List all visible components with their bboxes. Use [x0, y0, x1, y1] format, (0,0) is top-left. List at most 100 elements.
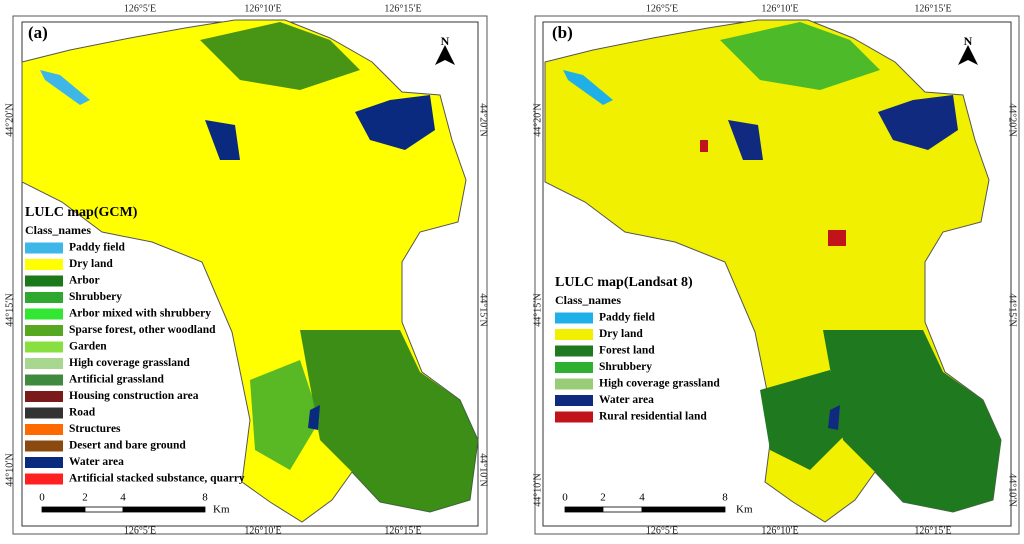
legend-item: Paddy field [69, 242, 126, 254]
scale-label: 2 [600, 492, 606, 504]
forest-patch [300, 330, 478, 512]
left-tick-label: 44°20′N [4, 103, 15, 136]
scale-bar-segment [641, 506, 726, 513]
legend-item: Arbor mixed with shrubbery [69, 308, 211, 320]
scale-bar-segment [602, 506, 643, 513]
top-tick-label: 126°15′E [384, 3, 421, 14]
left-tick-label: 44°15′N [532, 293, 543, 326]
legend-swatch [25, 308, 63, 320]
legend-item: Road [69, 407, 96, 419]
top-tick-label: 126°10′E [244, 3, 281, 14]
north-arrow [958, 45, 978, 65]
legend-swatch [555, 312, 593, 324]
top-tick-label: 126°5′E [124, 3, 156, 14]
scale-label: 4 [120, 492, 126, 504]
legend-item: Water area [69, 456, 124, 468]
water [205, 120, 240, 160]
right-tick-label: 44°15′N [478, 293, 489, 326]
water [308, 405, 320, 430]
legend-swatch [25, 275, 63, 287]
panel-label: (b) [552, 23, 573, 42]
bottom-tick-label: 126°15′E [914, 525, 951, 536]
legend-swatch [25, 440, 63, 452]
legend-item: Dry land [599, 328, 643, 340]
legend-item: Structures [69, 423, 121, 435]
legend-swatch [25, 259, 63, 270]
legend-swatch [555, 329, 593, 340]
legend-item: Dry land [69, 258, 113, 270]
legend-swatch [555, 362, 593, 373]
residential [828, 230, 846, 246]
legend-swatch [555, 378, 593, 390]
legend-item: High coverage grassland [599, 378, 720, 390]
forest-patch [760, 370, 850, 470]
legend-swatch [25, 292, 63, 303]
legend-swatch [25, 473, 63, 485]
legend-item: Sparse forest, other woodland [69, 324, 216, 336]
forest-patch [720, 22, 880, 90]
scale-bar-segment [122, 506, 206, 513]
legend-swatch [25, 424, 63, 435]
paddy [40, 70, 90, 105]
scale-label: 8 [722, 492, 728, 504]
legend-title: LULC map(Landsat 8) [555, 275, 693, 290]
legend-swatch [25, 341, 63, 353]
right-tick-label: 44°20′N [1007, 103, 1018, 136]
panel-label: (a) [28, 23, 48, 42]
forest-patch [823, 330, 1001, 512]
top-tick-label: 126°5′E [646, 3, 678, 14]
legend-subtitle: Class_names [25, 223, 91, 237]
legend-swatch [555, 395, 593, 406]
scale-unit: Km [736, 504, 753, 516]
scale-bar-segment [564, 506, 604, 513]
scale-label: 0 [39, 492, 45, 504]
scale-label: 0 [562, 492, 568, 504]
legend-item: Shrubbery [69, 291, 122, 303]
legend-item: Paddy field [599, 312, 656, 324]
bottom-tick-label: 126°10′E [761, 525, 798, 536]
legend-swatch [25, 325, 63, 336]
forest-patch [250, 360, 320, 470]
water [728, 120, 763, 160]
left-tick-label: 44°15′N [4, 293, 15, 326]
scale-bar-segment [41, 506, 86, 513]
outer-frame [534, 15, 1020, 535]
legend-item: High coverage grassland [69, 357, 190, 369]
right-tick-label: 44°10′N [478, 453, 489, 486]
legend-swatch [25, 407, 63, 419]
legend-item: Artificial stacked substance, quarry [69, 473, 245, 485]
legend-title: LULC map(GCM) [25, 205, 138, 220]
legend-item: Shrubbery [599, 361, 652, 373]
forest-patch [200, 22, 360, 90]
left-tick-label: 44°10′N [4, 453, 15, 486]
scale-unit: Km [213, 504, 230, 516]
residential [700, 140, 708, 152]
left-tick-label: 44°20′N [532, 103, 543, 136]
north-arrow [435, 45, 455, 65]
top-tick-label: 126°10′E [761, 3, 798, 14]
paddy [563, 70, 613, 105]
scale-label: 8 [202, 492, 208, 504]
legend-swatch [25, 242, 63, 254]
bottom-tick-label: 126°15′E [384, 525, 421, 536]
scale-label: 4 [639, 492, 645, 504]
legend-item: Garden [69, 341, 107, 353]
legend-swatch [25, 391, 63, 402]
legend-item: Rural residential land [599, 411, 707, 423]
water [355, 95, 435, 150]
scale-label: 2 [82, 492, 88, 504]
legend-item: Artificial grassland [69, 374, 164, 386]
bottom-tick-label: 126°5′E [124, 525, 156, 536]
bottom-tick-label: 126°5′E [646, 525, 678, 536]
legend-item: Housing construction area [69, 390, 199, 402]
top-tick-label: 126°15′E [914, 3, 951, 14]
map-panel-b [534, 15, 1020, 535]
right-tick-label: 44°20′N [478, 103, 489, 136]
north-label: N [964, 34, 973, 48]
legend-swatch [25, 374, 63, 386]
legend-item: Arbor [69, 275, 100, 287]
scale-bar-segment [84, 506, 124, 513]
bottom-tick-label: 126°10′E [244, 525, 281, 536]
left-tick-label: 44°10′N [532, 473, 543, 506]
